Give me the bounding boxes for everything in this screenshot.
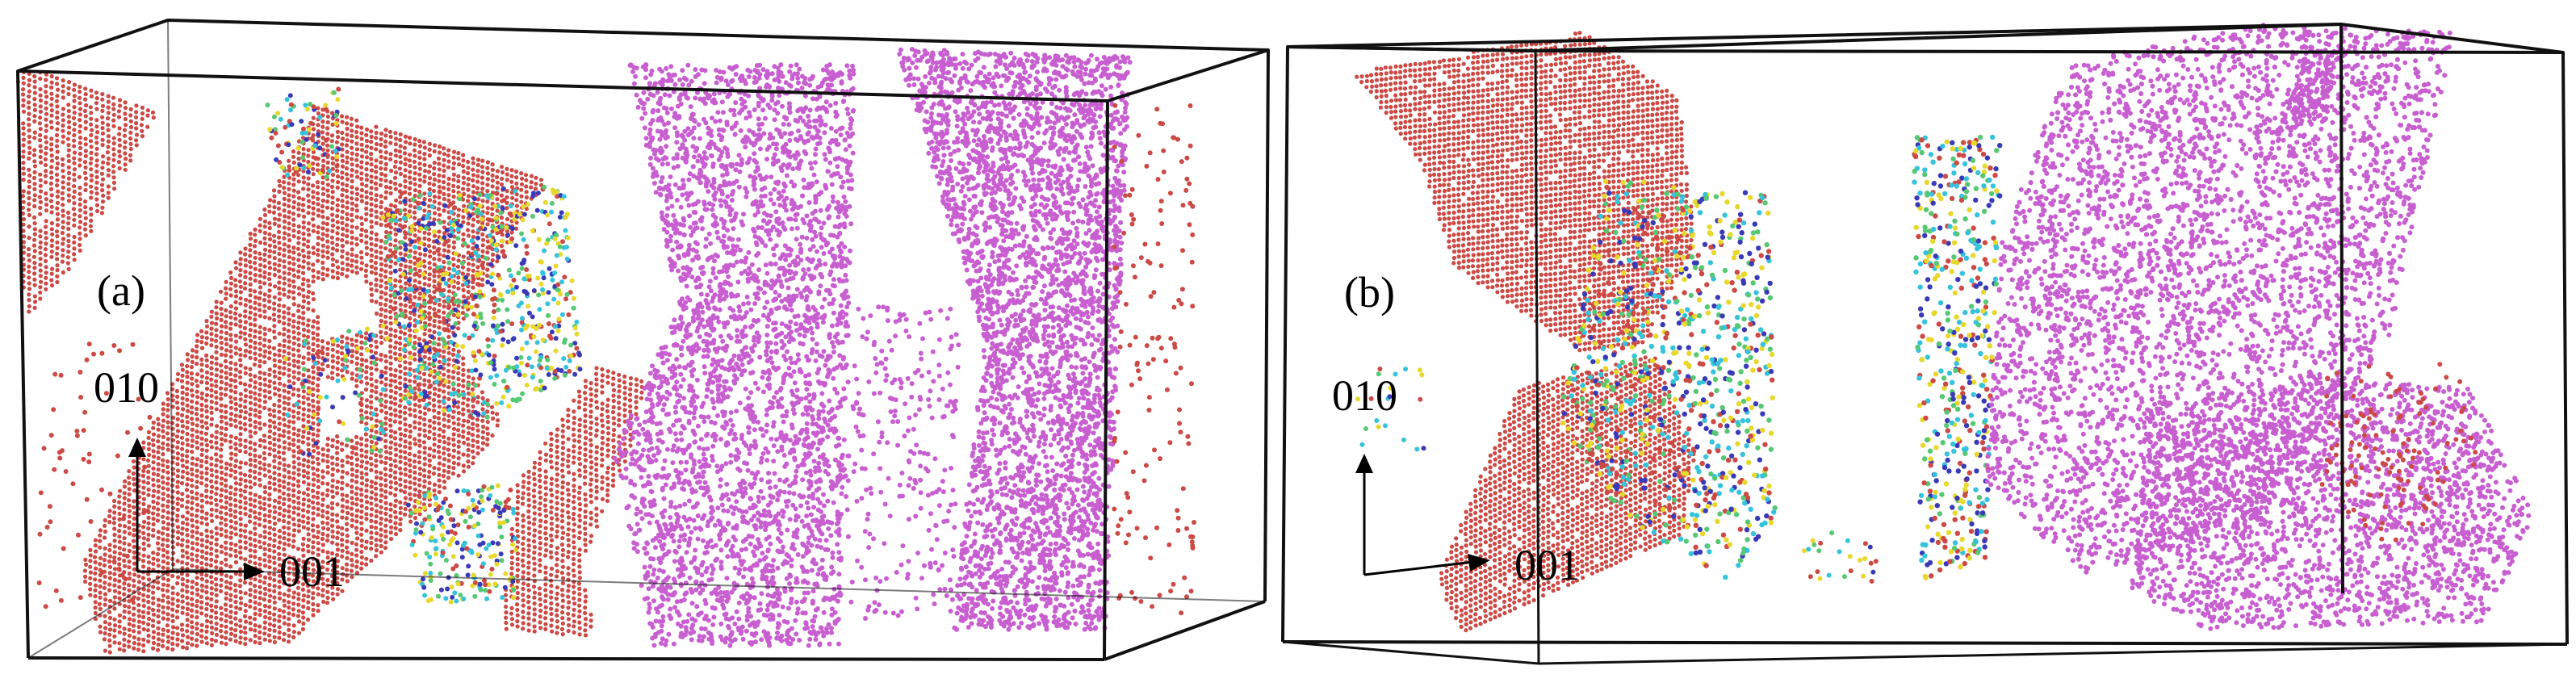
panel-b-vertical-arrowhead-icon (1355, 454, 1373, 473)
panel-a-label: (a) (97, 266, 145, 315)
panel-b-horizontal-axis-arrow (1363, 560, 1474, 576)
panel-a-horizontal-arrowhead-icon (244, 563, 265, 580)
panel-b-label: (b) (1344, 268, 1395, 316)
panel-a: (a) 010 001 (15, 19, 1270, 661)
panel-a-atoms (15, 47, 1196, 655)
panel-b-axes (1355, 454, 1490, 576)
panel-b-horizontal-arrowhead-icon (1468, 554, 1490, 572)
panel-a-vertical-arrowhead-icon (128, 438, 146, 457)
panel-b: (b) 010 001 (1281, 23, 2569, 665)
panel-a-axis-label-001: 001 (279, 547, 345, 596)
panel-b-simulation-box (1281, 23, 2569, 665)
panel-b-axis-label-001: 001 (1514, 541, 1580, 589)
panel-a-axis-label-010: 010 (94, 363, 159, 412)
panel-b-axis-label-010: 010 (1332, 371, 1397, 420)
panel-b-atoms (1355, 23, 2532, 633)
panel-a-simulation-box (16, 19, 1270, 661)
panel-a-axes (128, 438, 265, 580)
